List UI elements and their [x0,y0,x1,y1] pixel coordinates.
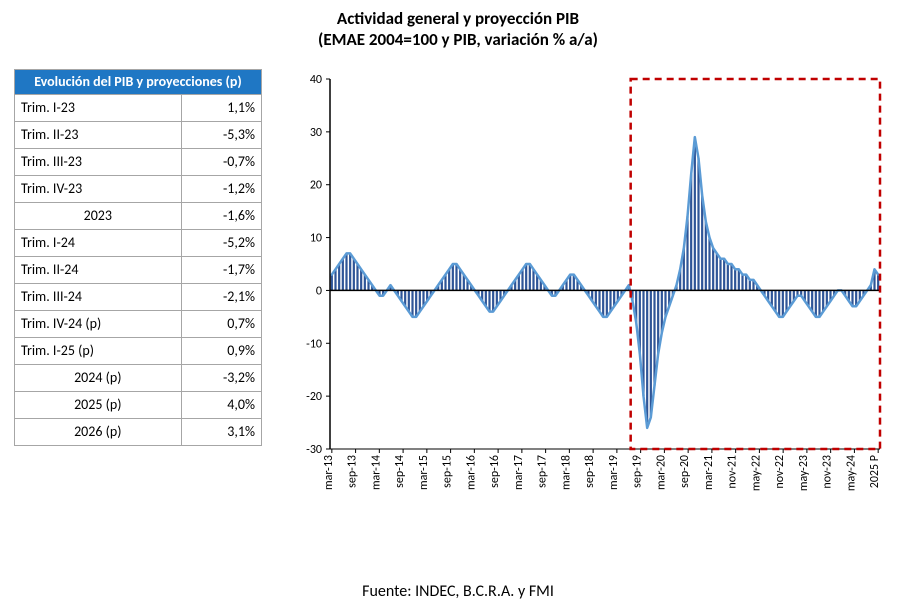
row-value: 0,7% [181,310,261,337]
row-value: -1,7% [181,256,261,283]
svg-text:-20: -20 [306,390,322,404]
row-label: 2025 (p) [15,391,182,418]
table-row: 2023-1,6% [15,202,262,229]
svg-text:mar-17: mar-17 [512,455,526,490]
chart-titles: Actividad general y proyección PIB (EMAE… [0,0,916,51]
row-label: Trim. I-24 [15,229,182,256]
pib-table: Evolución del PIB y proyecciones (p) Tri… [14,69,262,446]
row-label: 2026 (p) [15,418,182,445]
svg-text:-30: -30 [306,443,322,457]
row-label: Trim. IV-23 [15,175,182,202]
svg-text:0: 0 [316,284,322,298]
row-value: -3,2% [181,364,261,391]
row-value: -2,1% [181,283,261,310]
table-row: Trim. II-23-5,3% [15,121,262,148]
svg-text:sep-13: sep-13 [346,455,360,488]
svg-text:20: 20 [310,178,322,192]
svg-text:mar-14: mar-14 [369,455,383,490]
svg-text:nov-23: nov-23 [821,455,835,489]
row-label: Trim. IV-24 (p) [15,310,182,337]
row-label: Trim. III-23 [15,148,182,175]
svg-text:may-23: may-23 [797,455,811,491]
row-label: Trim. II-24 [15,256,182,283]
row-value: 4,0% [181,391,261,418]
title-line-2: (EMAE 2004=100 y PIB, variación % a/a) [0,29,916,50]
row-label: Trim. II-23 [15,121,182,148]
svg-text:mar-18: mar-18 [559,455,573,490]
svg-text:sep-18: sep-18 [583,455,597,488]
svg-text:sep-19: sep-19 [631,455,645,488]
row-value: -1,6% [181,202,261,229]
chart-area: -30 -20 -10 0 10 20 30 40 mar-13 sep-13 mar-14 sep-… [280,69,902,529]
row-value: -1,2% [181,175,261,202]
row-value: -0,7% [181,148,261,175]
svg-text:10: 10 [310,231,322,245]
title-line-1: Actividad general y proyección PIB [0,8,916,29]
svg-text:may-22: may-22 [749,455,763,491]
svg-text:mar-21: mar-21 [702,455,716,490]
row-value: 1,1% [181,94,261,121]
table-row: Trim. IV-24 (p)0,7% [15,310,262,337]
row-label: Trim. I-23 [15,94,182,121]
row-value: 0,9% [181,337,261,364]
table-row: Trim. I-25 (p)0,9% [15,337,262,364]
svg-text:nov-21: nov-21 [726,455,740,489]
svg-text:sep-17: sep-17 [536,455,550,488]
svg-text:nov-22: nov-22 [773,455,787,489]
table-row: Trim. III-23-0,7% [15,148,262,175]
svg-text:mar-15: mar-15 [417,455,431,490]
table-row: Trim. IV-23-1,2% [15,175,262,202]
table-row: 2025 (p)4,0% [15,391,262,418]
svg-text:-10: -10 [306,337,322,351]
table-row: Trim. I-24-5,2% [15,229,262,256]
svg-text:sep-20: sep-20 [678,455,692,488]
svg-text:mar-20: mar-20 [654,455,668,490]
svg-text:may-24: may-24 [844,455,858,491]
svg-text:sep-15: sep-15 [441,455,455,488]
table-header: Evolución del PIB y proyecciones (p) [15,69,262,94]
row-value: -5,3% [181,121,261,148]
table-row: 2024 (p)-3,2% [15,364,262,391]
svg-text:30: 30 [310,125,322,139]
svg-text:mar-19: mar-19 [607,455,621,490]
chart-footer: Fuente: INDEC, B.C.R.A. y FMI [0,582,916,601]
svg-text:sep-14: sep-14 [393,455,407,488]
table-row: Trim. I-231,1% [15,94,262,121]
table-row: Trim. III-24-2,1% [15,283,262,310]
row-value: -5,2% [181,229,261,256]
svg-text:mar-16: mar-16 [464,455,478,490]
row-value: 3,1% [181,418,261,445]
row-label: Trim. III-24 [15,283,182,310]
row-label: 2023 [15,202,182,229]
svg-text:mar-13: mar-13 [322,455,336,490]
row-label: 2024 (p) [15,364,182,391]
svg-text:40: 40 [310,73,322,87]
svg-text:2025 P: 2025 P [868,455,882,488]
svg-text:sep-16: sep-16 [488,455,502,488]
row-label: Trim. I-25 (p) [15,337,182,364]
table-row: 2026 (p)3,1% [15,418,262,445]
table-row: Trim. II-24-1,7% [15,256,262,283]
